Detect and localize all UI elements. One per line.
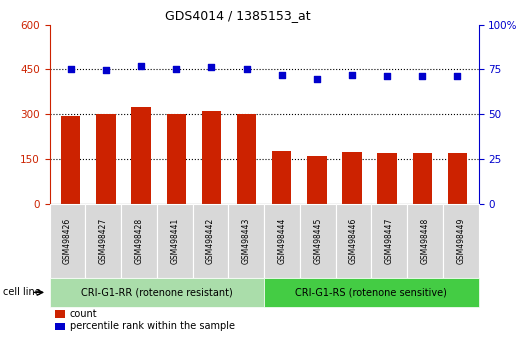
Text: percentile rank within the sample: percentile rank within the sample [70,321,234,331]
Bar [237,114,256,204]
Text: GSM498444: GSM498444 [278,217,287,264]
Bar [413,153,432,204]
Text: GSM498449: GSM498449 [456,217,465,264]
Point [383,73,391,79]
Point [172,67,180,72]
Text: CRI-G1-RR (rotenone resistant): CRI-G1-RR (rotenone resistant) [81,287,233,297]
Point [137,63,145,69]
Bar [343,152,362,204]
Bar [131,107,151,204]
Point [453,73,462,79]
Point [278,72,286,78]
Text: GSM498441: GSM498441 [170,218,179,264]
Text: cell line: cell line [3,287,40,297]
Bar [202,111,221,204]
Point [207,64,215,70]
Text: GSM498443: GSM498443 [242,217,251,264]
Bar [166,114,186,204]
Text: count: count [70,309,97,319]
Point [313,76,321,82]
Text: GSM498428: GSM498428 [134,218,143,264]
Bar [378,154,397,204]
Bar [96,114,116,204]
Text: GSM498446: GSM498446 [349,217,358,264]
Point [242,67,251,72]
Text: GSM498427: GSM498427 [99,218,108,264]
Text: CRI-G1-RS (rotenone sensitive): CRI-G1-RS (rotenone sensitive) [295,287,447,297]
Point [348,72,356,78]
Bar [61,116,81,204]
Bar [448,153,467,204]
Text: GSM498445: GSM498445 [313,217,322,264]
Point [66,67,75,72]
Text: GSM498442: GSM498442 [206,218,215,264]
Text: GSM498426: GSM498426 [63,218,72,264]
Text: GSM498448: GSM498448 [420,218,429,264]
Text: GSM498447: GSM498447 [385,217,394,264]
Point [418,73,426,79]
Bar [307,156,326,204]
Bar [272,150,291,204]
Point [102,68,110,73]
Text: GDS4014 / 1385153_at: GDS4014 / 1385153_at [165,9,311,22]
